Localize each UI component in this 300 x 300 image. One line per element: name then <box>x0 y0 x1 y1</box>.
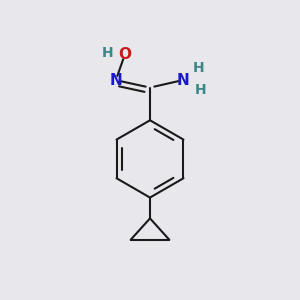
Text: H: H <box>195 83 206 97</box>
Text: O: O <box>118 47 131 62</box>
Text: H: H <box>102 46 113 59</box>
Text: N: N <box>110 73 122 88</box>
Text: H: H <box>193 61 205 75</box>
Text: N: N <box>176 73 189 88</box>
